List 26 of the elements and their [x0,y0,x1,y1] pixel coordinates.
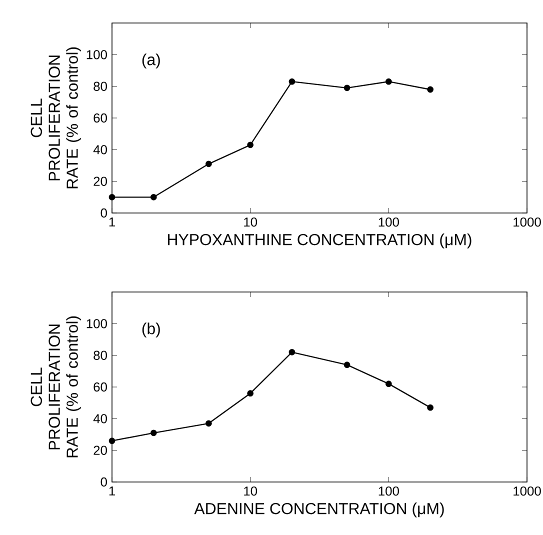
x-axis-title: HYPOXANTHINE CONCENTRATION (μM) [168,234,472,248]
y-tick-label: 40 [93,145,107,154]
y-tick-label: 100 [86,50,107,60]
x-tick-label: 1000 [514,486,541,496]
y-tick-label: 0 [100,208,107,218]
y-tick-label: 20 [94,446,107,455]
x-axis-title: ADENINE CONCENTRATION (μM) [194,502,444,518]
y-tick-label: 40 [93,414,107,424]
x-tick-label: 10 [244,218,258,227]
y-tick-label: 0 [100,477,107,487]
y-tick-label: 20 [94,176,107,186]
x-tick-label: 100 [378,218,399,227]
x-tick-label: 1 [109,486,115,496]
y-axis-title: CELL PROLIFERATION RATE (% of control) [30,47,82,188]
y-tick-label: 80 [94,82,107,91]
y-tick-label: 60 [94,382,107,392]
y-tick-label: 80 [94,350,107,360]
x-tick-label: 1 [109,218,115,226]
y-tick-label: 100 [86,319,107,328]
y-axis-title: CELL PROLIFERATION RATE (% of control) [30,316,82,458]
annotation: (a) [142,54,160,68]
y-tick-label: 60 [94,113,107,123]
x-tick-label: 10 [244,486,258,496]
x-tick-label: 100 [378,486,399,496]
x-tick-label: 1000 [514,218,541,227]
annotation: (b) [142,322,160,338]
